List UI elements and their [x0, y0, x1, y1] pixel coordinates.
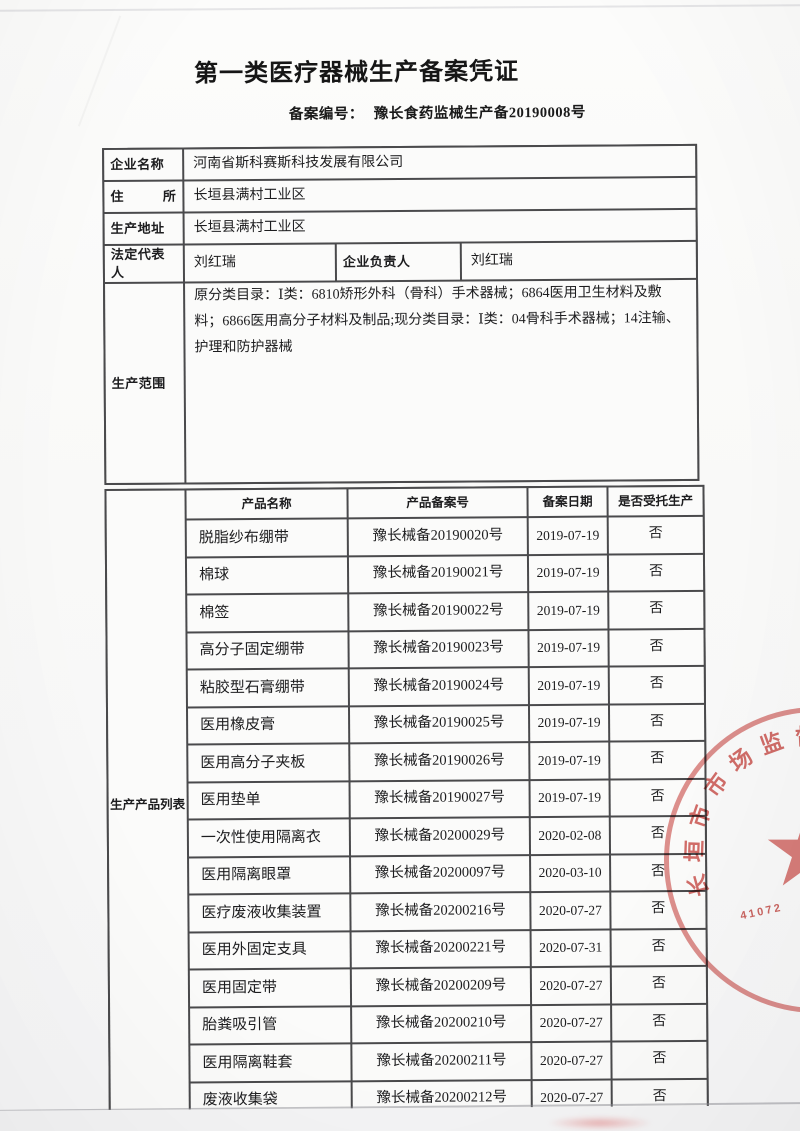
product-list-table: 生产产品列表 产品名称 产品备案号 备案日期 是否受托生产 脱脂纱布绷带 豫长械… — [104, 484, 709, 1122]
filing-date-cell: 2019-07-19 — [529, 592, 608, 629]
product-reg-no-cell: 豫长械备20200029号 — [350, 818, 530, 855]
product-list-side-label: 生产产品列表 — [106, 490, 189, 1120]
product-name-cell: 棉签 — [187, 594, 348, 631]
filing-number-value: 豫长食药监械生产备20190008号 — [373, 104, 586, 123]
company-head-value: 刘红瑞 — [461, 241, 697, 280]
column-header-reg-no: 产品备案号 — [348, 488, 527, 518]
product-name-cell: 医用外固定支具 — [189, 931, 350, 969]
production-address-value: 长垣县满村工业区 — [184, 209, 696, 244]
product-reg-no-cell: 豫长械备20200211号 — [352, 1043, 531, 1080]
entrusted-cell: 否 — [609, 629, 704, 666]
product-name-cell: 医用隔离眼罩 — [189, 856, 350, 894]
production-address-label: 生产地址 — [104, 213, 183, 245]
entrusted-cell: 否 — [612, 1004, 707, 1041]
entrusted-cell: 否 — [609, 666, 704, 704]
company-head-label: 企业负责人 — [336, 243, 461, 281]
filing-number-line: 备案编号： 豫长食药监械生产备20190008号 — [289, 101, 586, 124]
production-scope-label: 生产范围 — [105, 283, 185, 484]
entrusted-cell: 否 — [611, 929, 706, 966]
product-name-cell: 一次性使用隔离衣 — [188, 819, 350, 856]
column-header-entrusted: 是否受托生产 — [608, 486, 703, 516]
product-reg-no-cell: 豫长械备20190027号 — [350, 780, 529, 818]
product-reg-no-cell: 豫长械备20190026号 — [350, 743, 529, 780]
product-name-cell: 胎粪吸引管 — [190, 1006, 351, 1044]
legal-representative-value: 刘红瑞 — [184, 244, 336, 282]
entrusted-cell: 否 — [611, 854, 706, 891]
company-name-value: 河南省斯科赛斯科技发展有限公司 — [184, 145, 696, 180]
product-reg-no-cell: 豫长械备20190023号 — [349, 630, 528, 668]
product-reg-no-cell: 豫长械备20200216号 — [351, 893, 530, 930]
paper-crease — [77, 15, 122, 127]
product-reg-no-cell: 豫长械备20200221号 — [351, 930, 530, 968]
filing-date-cell: 2020-07-31 — [531, 930, 610, 967]
entrusted-cell: 否 — [608, 554, 704, 591]
product-reg-no-cell: 豫长械备20190022号 — [349, 593, 528, 630]
product-name-cell: 高分子固定绷带 — [187, 631, 348, 669]
filing-date-cell: 2020-07-27 — [531, 967, 611, 1004]
product-name-cell: 粘胶型石膏绷带 — [187, 669, 348, 706]
product-reg-no-cell: 豫长械备20190020号 — [348, 518, 527, 555]
filing-date-cell: 2019-07-19 — [529, 667, 608, 704]
product-name-cell: 脱脂纱布绷带 — [186, 519, 347, 556]
filing-date-cell: 2019-07-19 — [528, 555, 608, 592]
entrusted-cell: 否 — [608, 516, 703, 554]
filing-date-cell: 2020-03-10 — [531, 855, 610, 892]
product-name-cell: 医用高分子夹板 — [188, 744, 349, 781]
filing-date-cell: 2019-07-19 — [529, 705, 609, 742]
residence-label-char: 住 — [110, 189, 124, 205]
filing-date-cell: 2019-07-19 — [530, 742, 609, 779]
filing-date-cell: 2020-07-27 — [532, 1042, 611, 1079]
legal-representative-label: 法定代表人 — [104, 245, 184, 283]
entrusted-cell: 否 — [611, 966, 707, 1004]
filing-date-cell: 2020-02-08 — [530, 817, 610, 854]
product-name-cell: 医用固定带 — [189, 969, 351, 1006]
residence-label-char: 所 — [162, 188, 177, 204]
below-paper-area — [0, 1105, 800, 1131]
company-name-label: 企业名称 — [104, 149, 183, 181]
certificate-title: 第一类医疗器械生产备案凭证 — [193, 59, 520, 88]
product-reg-no-cell: 豫长械备20200210号 — [352, 1005, 531, 1043]
product-name-cell: 医用橡皮膏 — [187, 706, 349, 744]
product-reg-no-cell: 豫长械备20190024号 — [349, 668, 528, 705]
product-name-cell: 医疗废液收集装置 — [189, 894, 350, 931]
product-name-cell: 医用垫单 — [188, 781, 349, 819]
column-header-product-name: 产品名称 — [186, 489, 347, 519]
product-name-cell: 棉球 — [186, 556, 348, 594]
entrusted-cell: 否 — [612, 1041, 707, 1079]
residence-value: 长垣县满村工业区 — [184, 177, 696, 212]
entrusted-cell: 否 — [610, 779, 705, 816]
filing-date-cell: 2020-07-27 — [531, 892, 610, 929]
product-reg-no-cell: 豫长械备20190021号 — [348, 555, 528, 593]
entrusted-cell: 否 — [610, 741, 705, 779]
residence-label: 住所 — [104, 181, 183, 213]
product-reg-no-cell: 豫长械备20200097号 — [351, 855, 530, 893]
production-scope-value: 原分类目录：Ⅰ类：6810矫形外科（骨科）手术器械；6864医用卫生材料及敷料；… — [185, 279, 698, 483]
column-header-filing-date: 备案日期 — [528, 487, 607, 517]
entrusted-cell: 否 — [610, 816, 706, 854]
red-ink-smudge — [548, 1116, 652, 1130]
filing-date-cell: 2019-07-19 — [530, 780, 609, 817]
filing-date-cell: 2019-07-19 — [528, 517, 607, 554]
entrusted-cell: 否 — [609, 704, 705, 741]
filing-date-cell: 2020-07-27 — [532, 1005, 611, 1042]
company-info-table: 企业名称 河南省斯科赛斯科技发展有限公司 住所 长垣县满村工业区 生产地址 长垣… — [102, 143, 700, 486]
filing-date-cell: 2019-07-19 — [529, 630, 608, 667]
product-name-cell: 医用隔离鞋套 — [190, 1044, 351, 1081]
product-reg-no-cell: 豫长械备20190025号 — [349, 705, 529, 743]
product-reg-no-cell: 豫长械备20200209号 — [351, 968, 531, 1005]
paper-top-edge — [0, 4, 800, 12]
entrusted-cell: 否 — [611, 891, 706, 929]
entrusted-cell: 否 — [609, 591, 704, 629]
filing-number-label: 备案编号： — [288, 106, 364, 123]
